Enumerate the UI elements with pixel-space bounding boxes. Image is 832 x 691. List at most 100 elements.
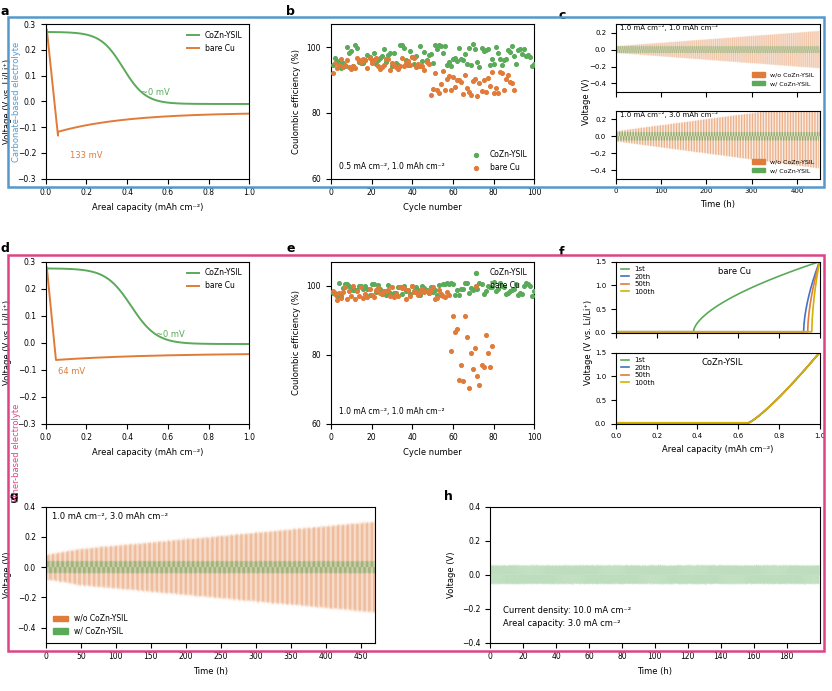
Point (412, 61, 425, 72)
Point (353, 281, 366, 292)
Text: 1.0 mA cm⁻², 1.0 mAh cm⁻²: 1.0 mA cm⁻², 1.0 mAh cm⁻² (620, 24, 718, 31)
Point (344, 291, 358, 302)
Point (350, 285, 364, 296)
Point (487, 87, 500, 98)
Point (446, 54, 459, 65)
Point (349, 39, 362, 50)
X-axis label: Areal capacity (mAh cm⁻²): Areal capacity (mAh cm⁻²) (92, 203, 203, 212)
Point (344, 45, 358, 56)
Point (375, 289, 389, 300)
Point (473, 77, 486, 88)
Point (444, 85, 458, 96)
Point (464, 59, 478, 70)
Point (481, 280, 494, 291)
Point (365, 57, 379, 68)
Point (332, 287, 345, 299)
Point (388, 287, 401, 299)
100th (810, 289, 820, 297)
Text: 1.0 mA cm⁻², 3.0 mAh cm⁻²: 1.0 mA cm⁻², 3.0 mAh cm⁻² (620, 111, 718, 118)
Point (350, 42, 364, 53)
Point (394, 60, 407, 71)
Point (516, 289, 529, 300)
Line: 1st: 1st (616, 352, 820, 423)
Point (430, 44, 443, 55)
Y-axis label: Coulombic efficiency (%): Coulombic efficiency (%) (292, 290, 301, 395)
Point (430, 290, 443, 301)
Point (359, 288, 372, 299)
Point (512, 45, 525, 56)
Point (485, 282, 498, 293)
Point (367, 47, 380, 58)
Point (381, 50, 394, 61)
100th (778, 389, 788, 397)
Point (487, 277, 500, 288)
Point (440, 286, 453, 297)
Point (349, 293, 362, 304)
50th (721, 328, 731, 336)
Point (518, 281, 531, 292)
Point (367, 278, 380, 290)
Point (343, 61, 356, 73)
100th (815, 258, 825, 266)
X-axis label: Cycle number: Cycle number (404, 448, 462, 457)
Point (493, 54, 507, 65)
Point (498, 54, 511, 65)
Line: 20th: 20th (616, 352, 820, 423)
Legend: 1st, 20th, 50th, 100th: 1st, 20th, 50th, 100th (619, 265, 656, 296)
Point (381, 53, 394, 64)
Point (336, 287, 349, 298)
Text: Areal capacity: 3.0 mA cm⁻²: Areal capacity: 3.0 mA cm⁻² (503, 619, 621, 628)
Point (523, 52, 537, 63)
Point (379, 290, 393, 301)
Point (443, 57, 456, 68)
Point (461, 82, 474, 93)
Point (414, 61, 427, 72)
Point (479, 45, 493, 56)
Point (477, 45, 490, 56)
Point (408, 285, 421, 296)
Point (363, 51, 376, 62)
20th (721, 328, 731, 336)
Point (361, 292, 374, 303)
Point (432, 87, 445, 98)
Text: c: c (559, 9, 567, 21)
Point (450, 55, 463, 66)
Point (461, 332, 474, 343)
100th (732, 328, 742, 336)
Text: Ether-based electrolyte: Ether-based electrolyte (12, 404, 21, 502)
Point (438, 292, 452, 303)
Legend: 1st, 20th, 50th, 100th: 1st, 20th, 50th, 100th (619, 356, 656, 387)
20th (815, 258, 825, 266)
Point (395, 39, 409, 50)
Point (365, 289, 379, 300)
Text: b: b (286, 5, 295, 18)
Point (367, 292, 380, 303)
Point (526, 290, 539, 301)
Point (350, 285, 364, 296)
Point (330, 291, 344, 302)
50th (708, 328, 718, 336)
Point (475, 85, 488, 96)
100th (732, 419, 742, 427)
Point (388, 291, 401, 302)
Point (369, 53, 382, 64)
Point (336, 282, 349, 293)
Point (483, 81, 497, 92)
Point (516, 48, 529, 59)
Point (479, 86, 493, 97)
Point (463, 43, 476, 54)
20th (721, 419, 731, 427)
Point (422, 50, 435, 61)
Point (329, 288, 342, 299)
20th (810, 272, 820, 280)
Point (395, 289, 409, 300)
100th (815, 348, 825, 357)
Point (448, 289, 462, 300)
Point (468, 73, 482, 84)
Point (398, 281, 411, 292)
Point (363, 53, 376, 64)
Point (418, 46, 431, 57)
50th (732, 328, 742, 336)
Point (512, 289, 525, 300)
Text: Current density: 10.0 mA cm⁻²: Current density: 10.0 mA cm⁻² (503, 606, 631, 615)
